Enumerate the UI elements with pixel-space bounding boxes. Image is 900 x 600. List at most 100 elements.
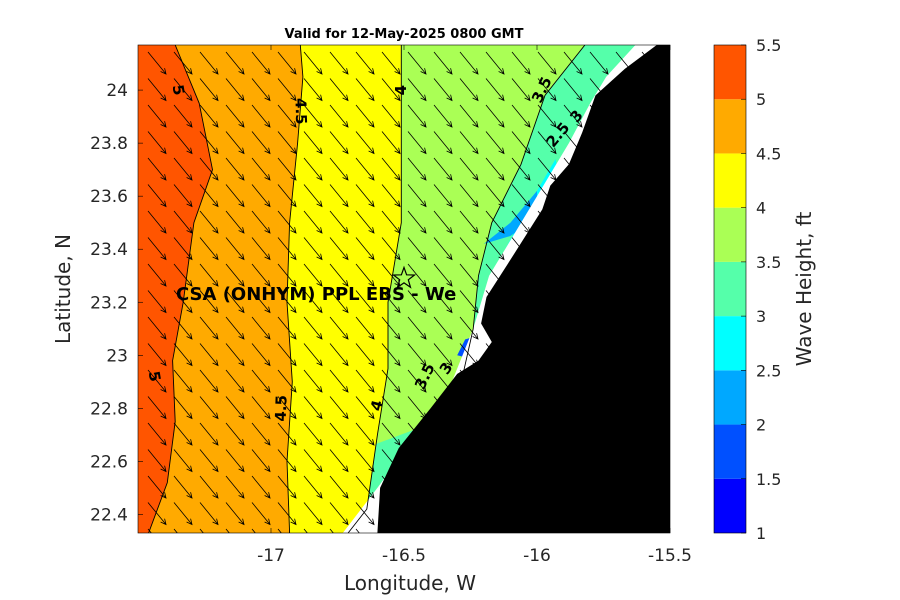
wave-arrow [589,449,609,473]
wave-arrow [459,449,479,473]
wave-arrow [641,104,661,128]
wave-arrow [641,502,661,526]
wave-arrow [277,396,297,420]
wave-arrow [329,475,349,499]
wave-arrow [485,502,505,526]
x-axis: -17 -16.5 -16 -15.5 [257,45,692,566]
wave-arrow [589,396,609,420]
wave-arrow [615,369,635,393]
wave-arrow [381,422,401,446]
site-marker: CSA (ONHYM) PPL EBS - We [176,265,456,305]
wave-arrow [563,422,583,446]
wave-arrow [511,422,531,446]
wave-arrow [147,449,167,473]
wave-arrow [407,422,427,446]
wave-arrow [589,369,609,393]
wave-arrow [329,369,349,393]
wave-arrow [329,78,349,102]
wave-arrow [303,422,323,446]
wave-arrow [641,290,661,314]
wave-arrow [667,449,670,453]
wave-arrow [511,316,531,340]
colorbar-tick-label: 5 [756,90,766,109]
wave-arrow [173,290,193,314]
chart-title: Valid for 12-May-2025 0800 GMT [285,27,524,42]
wave-arrow [355,184,375,208]
wave-arrow [173,157,193,181]
wave-arrow [303,316,323,340]
wave-arrow [537,157,557,181]
wave-arrow [511,449,531,473]
wave-arrow [537,475,557,499]
wave-arrow [433,449,453,473]
wave-arrow [355,396,375,420]
wave-arrow [485,237,505,261]
wave-arrow [199,369,219,393]
wave-arrow [303,475,323,499]
wave-arrow [303,104,323,128]
wave-arrow [563,475,583,499]
wave-arrow [459,210,479,234]
wave-arrow [173,343,193,367]
wave-arrow [407,237,427,261]
wave-arrow [355,78,375,102]
x-tick-label: -17 [257,546,285,566]
wave-arrow [251,290,271,314]
wave-arrow [329,422,349,446]
wave-arrow [459,184,479,208]
wave-arrow [641,263,661,287]
wave-arrow [329,104,349,128]
wave-arrow [485,396,505,420]
wave-arrow [199,290,219,314]
colorbar-label: Wave Height, ft [792,212,816,367]
wave-arrow [225,157,245,181]
colorbar-swatch [714,316,746,371]
wave-arrow [641,157,661,181]
wave-arrow [173,475,193,499]
wave-arrow [303,502,323,526]
wave-arrow [225,475,245,499]
wave-arrow [303,51,323,75]
x-tick-label: -15.5 [648,546,692,566]
y-axis-label: Latitude, N [51,234,75,344]
wave-arrow [329,184,349,208]
wave-arrow [667,157,670,162]
wave-arrow [589,237,609,261]
wave-arrow [537,396,557,420]
y-tick-label: 23.6 [90,187,128,207]
wave-arrow [381,184,401,208]
wave-arrow [277,290,297,314]
wave-arrow [225,51,245,75]
contour-line [286,45,304,533]
wave-arrow [563,131,583,155]
wave-arrow [199,104,219,128]
wave-arrow [589,263,609,287]
wave-arrow [303,263,323,287]
y-tick-label: 24 [106,81,128,101]
wave-arrow [225,104,245,128]
wave-arrow [225,369,245,393]
wave-arrow [407,369,427,393]
wave-arrow [459,316,479,340]
wave-arrow [329,51,349,75]
wave-arrow [485,263,505,287]
y-tick-label: 23.4 [90,240,128,260]
wave-direction-arrows [147,51,670,533]
wave-arrow [615,263,635,287]
wave-arrow [355,475,375,499]
wave-arrow [511,210,531,234]
wave-arrow [199,502,219,526]
wave-arrow [225,528,230,533]
wave-arrow [459,78,479,102]
wave-arrow [615,449,635,473]
wave-arrow [355,369,375,393]
wave-arrow [199,528,204,533]
wave-arrow [251,263,271,287]
wave-arrow [641,184,661,208]
wave-arrow [459,237,479,261]
wave-arrow [485,78,505,102]
wave-arrow [173,184,193,208]
wave-arrow [641,131,661,155]
colorbar-swatch [714,261,746,317]
wave-arrow [485,422,505,446]
